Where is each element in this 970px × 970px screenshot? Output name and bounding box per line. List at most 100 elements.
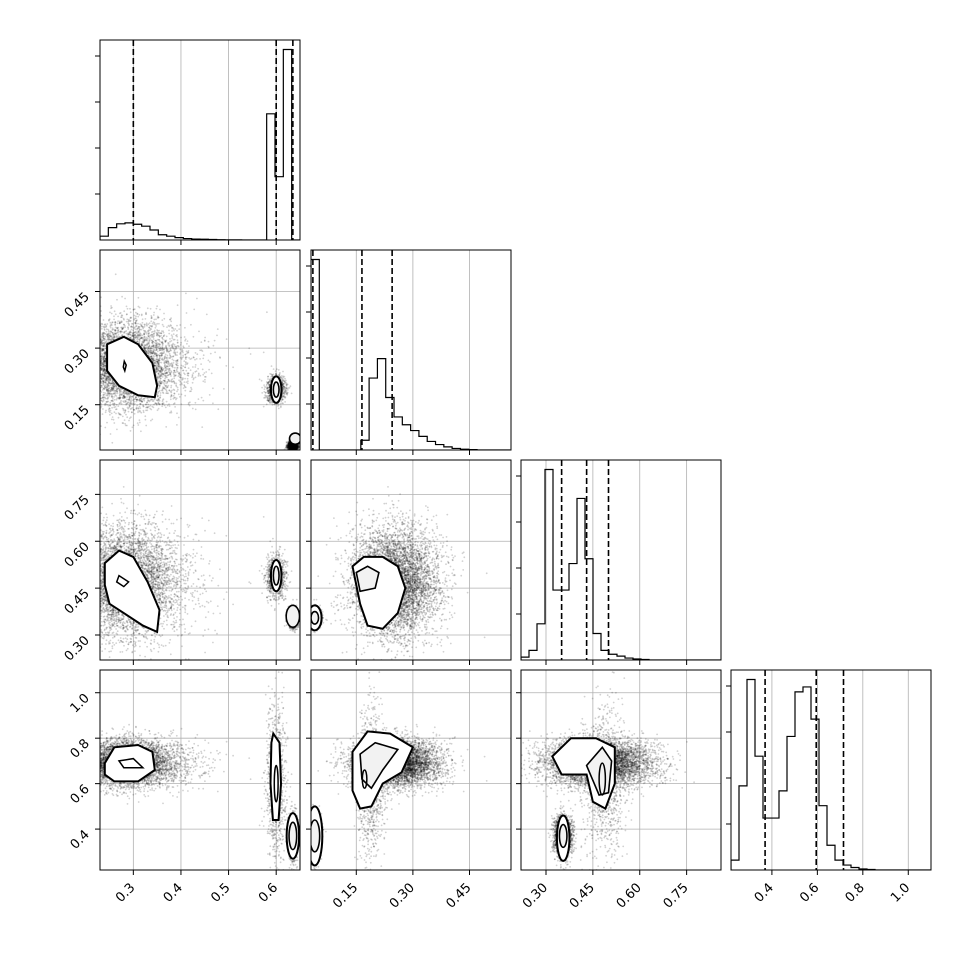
scatter-point [85,404,87,406]
scatter-point [287,451,289,453]
scatter-point [94,378,96,380]
scatter-point [106,422,108,424]
scatter-point [133,309,135,311]
scatter-point [97,368,99,370]
scatter-point [86,346,88,348]
scatter-point [219,356,221,358]
scatter-point [83,374,85,376]
scatter-point [135,320,137,322]
scatter-point [83,389,85,391]
scatter-point [58,350,60,352]
scatter-point [91,383,93,385]
scatter-point [294,451,296,453]
scatter-point [86,330,88,332]
scatter-point [275,370,277,372]
scatter-point [52,390,54,392]
scatter-point [206,314,208,316]
scatter-point [87,316,89,318]
scatter-point [108,395,110,397]
scatter-point [290,385,292,387]
scatter-point [88,350,90,352]
scatter-point [70,350,72,352]
scatter-point [95,382,97,384]
scatter-point [292,451,294,453]
scatter-point [115,413,117,415]
scatter-point [127,308,129,310]
scatter-point [122,422,124,424]
scatter-point [139,339,141,341]
scatter-point [90,368,92,370]
scatter-point [94,401,96,403]
scatter-point [266,381,268,383]
scatter-point [96,342,98,344]
scatter-point [149,322,151,324]
scatter-point [89,341,91,343]
scatter-point [93,404,95,406]
scatter-point [130,430,132,432]
scatter-point [157,409,159,411]
scatter-point [108,409,110,411]
scatter-point [184,395,186,397]
scatter-point [61,344,63,346]
scatter-point [92,370,94,372]
scatter-point [63,390,65,392]
scatter-point [213,345,215,347]
scatter-point [96,342,98,344]
scatter-point [83,372,85,374]
scatter-point [28,384,30,386]
scatter-point [109,312,111,314]
scatter-point [209,394,211,396]
scatter-point [93,362,95,364]
scatter-point [147,307,149,309]
scatter-point [202,380,204,382]
scatter-point [92,360,94,362]
scatter-point [65,350,67,352]
scatter-point [97,358,99,360]
scatter-point [295,453,297,455]
scatter-point [289,451,291,453]
scatter-point [98,326,100,328]
scatter-point [192,382,194,384]
scatter-point [134,401,136,403]
panel-content [100,40,300,240]
scatter-point [123,310,125,312]
scatter-point [61,396,63,398]
scatter-point [95,334,97,336]
scatter-point [90,351,92,353]
scatter-point [62,405,64,407]
scatter-point [90,349,92,351]
scatter-point [88,365,90,367]
scatter-point [137,422,139,424]
scatter-point [104,396,106,398]
scatter-point [181,384,183,386]
scatter-point [293,452,295,454]
scatter-point [64,349,66,351]
scatter-point [94,357,96,359]
scatter-point [151,419,153,421]
scatter-point [70,333,72,335]
scatter-point [87,383,89,385]
scatter-point [204,379,206,381]
scatter-point [117,323,119,325]
scatter-point [56,337,58,339]
scatter-point [139,323,141,325]
scatter-point [153,338,155,340]
scatter-point [104,427,106,429]
scatter-point [108,320,110,322]
scatter-point [90,381,92,383]
scatter-point [92,353,94,355]
scatter-point [92,371,94,373]
scatter-point [200,363,202,365]
scatter-point [87,367,89,369]
scatter-point [92,406,94,408]
scatter-point [53,351,55,353]
scatter-point [91,373,93,375]
scatter-point [20,349,22,351]
scatter-point [98,415,100,417]
scatter-point [80,380,82,382]
scatter-point [92,348,94,350]
scatter-point [159,350,161,352]
scatter-point [82,385,84,387]
scatter-point [92,386,94,388]
scatter-point [85,391,87,393]
